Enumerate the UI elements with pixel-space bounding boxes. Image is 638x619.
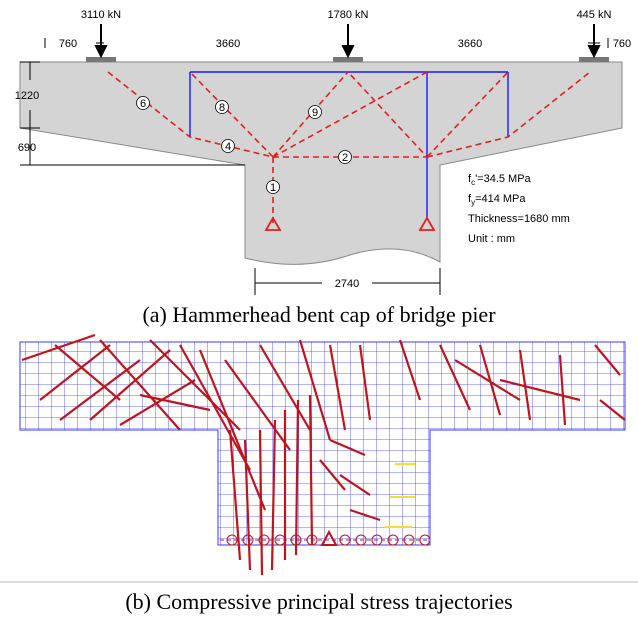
dimension-label: 2740 [335,278,359,290]
member-label: 9 [312,107,318,119]
dimension-label: 760 [613,38,631,50]
member-label: 8 [219,102,225,114]
bearings [86,57,609,62]
bent-cap [20,62,622,264]
note: fc'=34.5 MPa [468,173,532,187]
dimension-label: 3660 [216,38,240,50]
dimension-label: 3660 [458,38,482,50]
note: Thickness=1680 mm [468,213,570,225]
figure: 3110 kN 1780 kN 445 kN 760 3660 3660 760… [0,0,638,619]
fe-mesh [20,342,625,545]
load-label: 1780 kN [328,9,369,21]
note: Unit : mm [468,233,515,245]
member-label: 2 [342,152,348,164]
dimension-label: 1220 [15,90,39,102]
dimension-label: 760 [59,38,77,50]
load-label: 445 kN [577,9,612,21]
note: fy=414 MPa [468,193,526,207]
dimension-label: 690 [18,142,36,154]
member-label: 1 [270,182,276,194]
load-label: 3110 kN [81,9,121,21]
caption: (a) Hammerhead bent cap of bridge pier [142,302,496,327]
load-arrows [96,24,599,56]
member-label: 4 [225,141,231,153]
member-label: 6 [140,98,146,110]
caption: (b) Compressive principal stress traject… [125,589,512,614]
